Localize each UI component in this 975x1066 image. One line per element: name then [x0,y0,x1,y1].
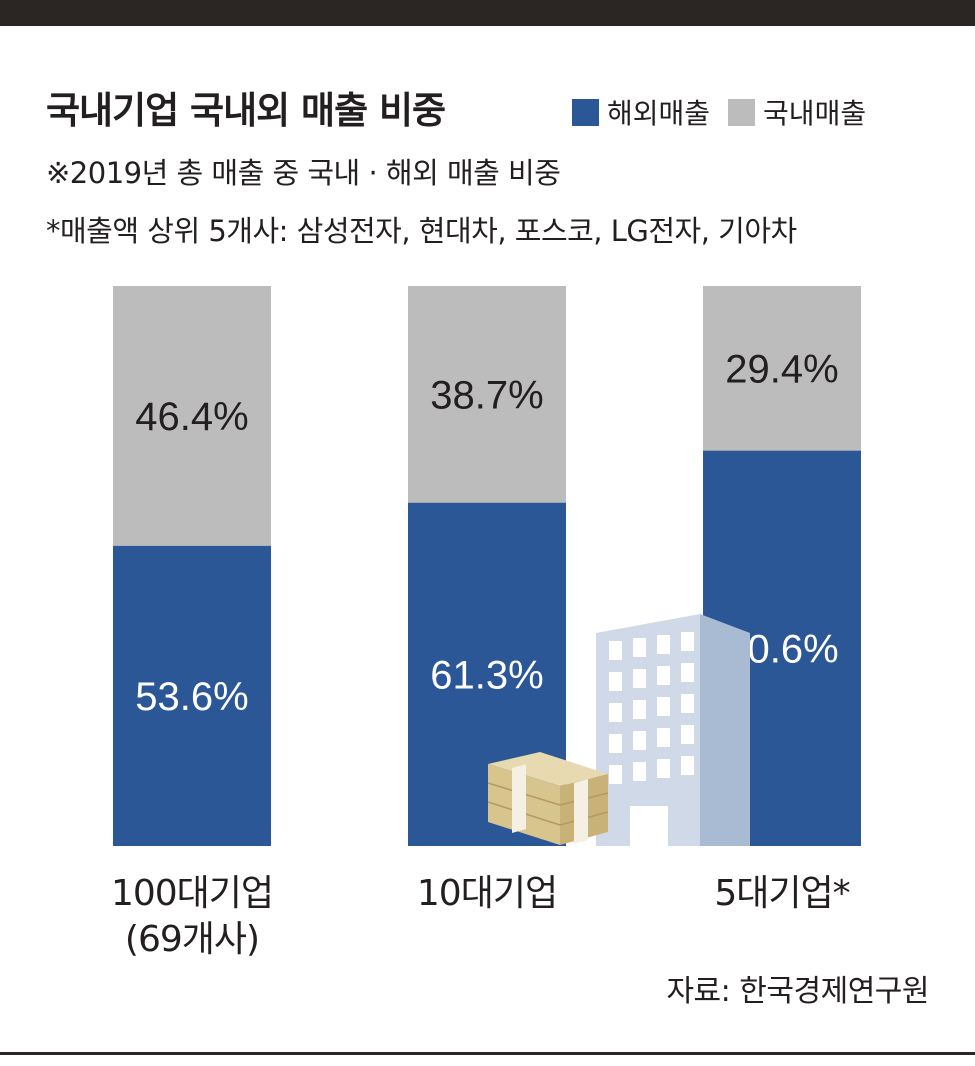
legend-swatch-domestic [728,98,756,126]
category-label-top5-line1: 5대기업* [714,873,850,914]
note-period: ※2019년 총 매출 중 국내 · 해외 매출 비중 [46,156,561,190]
value-label-overseas-top10: 61.3% [430,653,543,697]
value-label-domestic-top5: 29.4% [725,347,838,391]
bottom-border [0,1052,975,1055]
building-icon [596,614,750,846]
legend-label-domestic: 국내매출 [763,97,867,130]
illustration-group [487,614,750,846]
value-label-overseas-top100: 53.6% [135,675,248,719]
category-label-top100-line2: (69개사) [124,919,260,960]
top-border [0,0,975,26]
value-label-domestic-top10: 38.7% [430,373,543,417]
legend-item-domestic: 국내매출 [728,92,866,132]
category-label-top10: 10대기업 [387,871,587,917]
chart-title: 국내기업 국내외 매출 비중 [46,89,446,132]
note-top5: *매출액 상위 5개사: 삼성전자, 현대차, 포스코, LG전자, 기아차 [46,214,797,248]
legend: 해외매출 국내매출 [572,92,884,132]
money-stack-icon [487,752,609,845]
category-label-top10-line1: 10대기업 [416,873,558,914]
bars-group: 46.4%53.6%38.7%61.3%29.4%70.6% [113,286,861,846]
category-label-top100: 100대기업 (69개사) [92,871,292,963]
bar-overseas-top100 [113,545,271,846]
legend-label-overseas: 해외매출 [607,97,711,130]
category-label-top5: 5대기업* [682,871,882,917]
legend-item-overseas: 해외매출 [572,92,710,132]
bar-domestic-top100 [113,286,271,546]
source-note: 자료: 한국경제연구원 [666,974,929,1009]
value-label-domestic-top100: 46.4% [135,395,248,439]
bar-domestic-top5 [703,286,861,451]
bar-domestic-top10 [408,286,566,503]
category-label-top100-line1: 100대기업 [110,873,274,914]
legend-swatch-overseas [572,98,599,126]
